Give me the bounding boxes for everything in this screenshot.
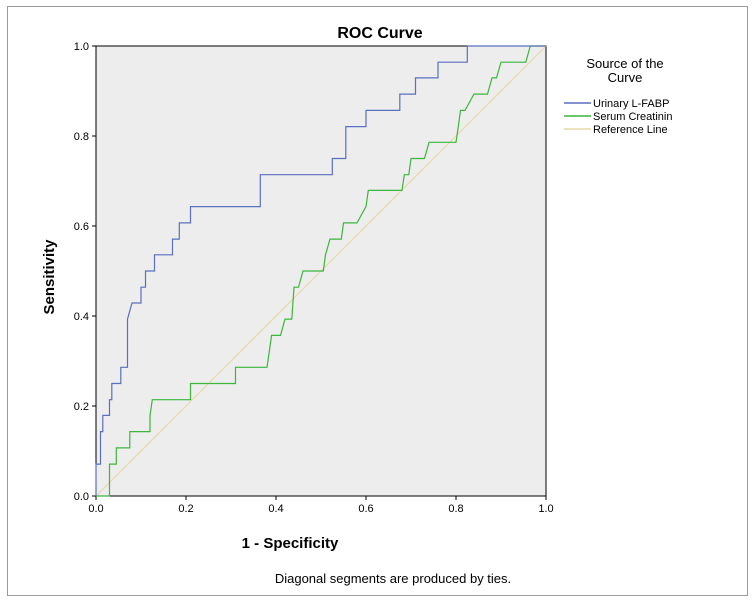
- legend-title-line-1: Source of the: [586, 56, 663, 71]
- roc-chart: ROC Curve 0.0 0.2 0.4 0.6 0.8 1.0 0.00.20.40.…: [41, 25, 672, 586]
- series-line-urinary-l-fabp: [95, 45, 546, 496]
- legend-title-line-2: Curve: [608, 70, 643, 85]
- y-tick-label: 0.0: [74, 491, 89, 503]
- series-layer: [95, 45, 547, 497]
- legend-label-reference-line: Reference Line: [593, 124, 668, 136]
- y-axis-title: Sensitivity: [41, 239, 58, 315]
- x-axis-title: 1 - Specificity: [242, 535, 339, 552]
- legend-label-serum-creatinin: Serum Creatinin: [593, 111, 672, 123]
- x-tick-label: 0.0: [88, 503, 103, 515]
- chart-frame: ROC Curve 0.0 0.2 0.4 0.6 0.8 1.0 0.0 0.2 0.4 0.…: [7, 6, 748, 596]
- x-tick-label: 0.8: [448, 503, 463, 515]
- x-tick-label: 0.4: [268, 503, 283, 515]
- x-tick-label: 0.6: [358, 503, 373, 515]
- y-tick-label: 0.6: [74, 221, 89, 233]
- legend-label-urinary-l-fabp: Urinary L-FABP: [593, 98, 669, 110]
- y-axis-ticks: 0.0 0.2 0.4 0.6 0.8 1.0: [74, 41, 96, 503]
- footnote: Diagonal segments are produced by ties.: [275, 571, 511, 586]
- legend: Source of the Curve Urinary L-FABPSerum …: [564, 56, 672, 136]
- y-tick-label: 0.2: [74, 401, 89, 413]
- x-tick-label: 0.2: [178, 503, 193, 515]
- y-tick-label: 0.4: [74, 311, 89, 323]
- y-tick-label: 1.0: [74, 41, 89, 53]
- x-tick-label: 1.0: [538, 503, 553, 515]
- x-axis-ticks: 0.0 0.2 0.4 0.6 0.8 1.0: [88, 496, 554, 515]
- y-tick-label: 0.8: [74, 131, 89, 143]
- chart-title: ROC Curve: [337, 25, 422, 42]
- series-line-serum-creatinin: [96, 45, 546, 497]
